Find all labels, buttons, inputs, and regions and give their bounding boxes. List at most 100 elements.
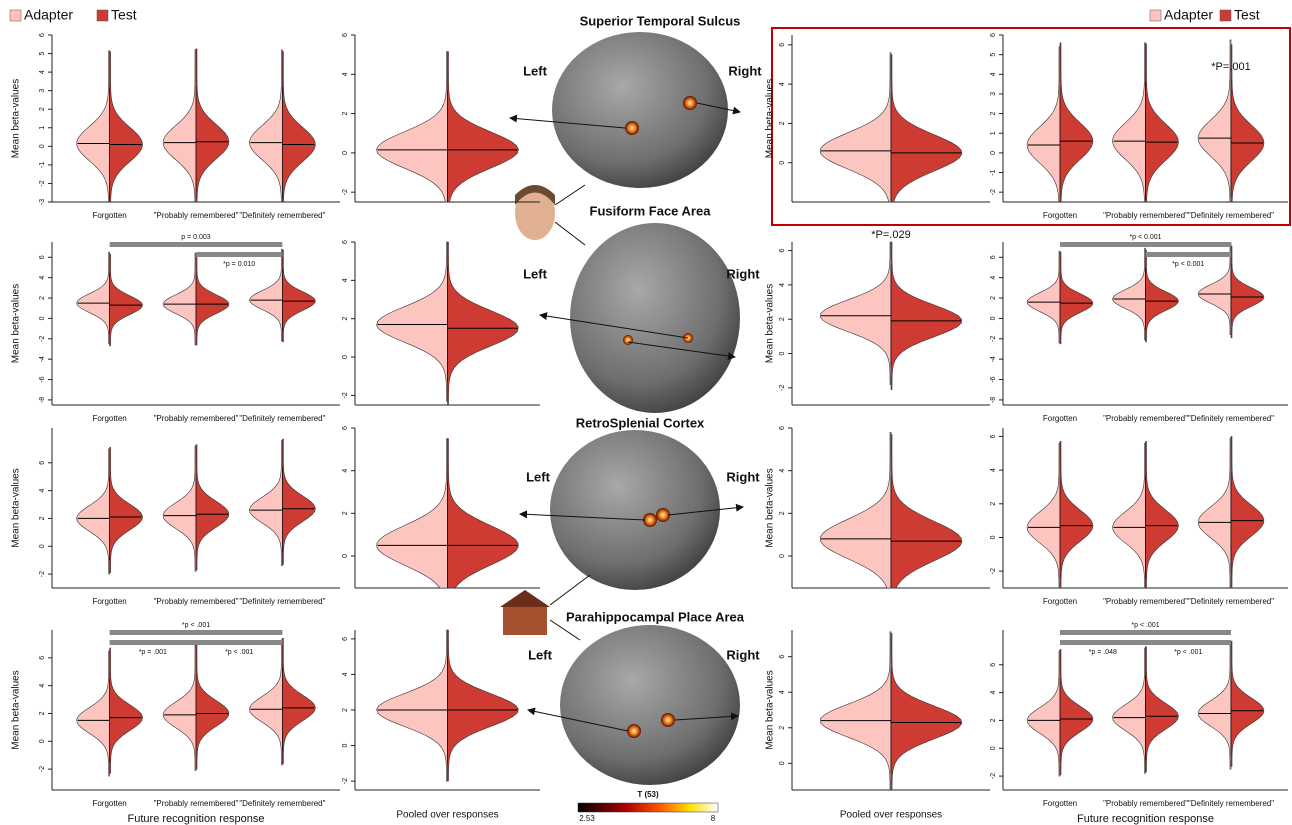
y-tick-label: -1	[990, 169, 997, 175]
legend-label: Test	[111, 7, 137, 23]
y-tick-label: -4	[39, 356, 46, 362]
x-tick-label: Forgotten	[1043, 799, 1077, 808]
y-tick-label: 0	[342, 151, 349, 155]
significance-bar	[1146, 252, 1232, 257]
colorbar-title: T (53)	[637, 790, 659, 799]
hemisphere-label: Right	[726, 469, 760, 484]
y-tick-label: 0	[39, 544, 46, 548]
violin-half	[1198, 438, 1231, 588]
y-tick-label: -2	[39, 571, 46, 577]
y-axis-label: Mean beta-values	[11, 670, 22, 750]
violin-half	[820, 242, 891, 384]
y-axis-label: Mean beta-values	[765, 79, 776, 159]
legend-label: Adapter	[24, 7, 73, 23]
violin-half	[249, 640, 282, 765]
y-tick-label: 0	[342, 744, 349, 748]
hemisphere-label: Left	[526, 469, 551, 484]
y-tick-label: 4	[342, 469, 349, 473]
y-tick-label: 2	[990, 112, 997, 116]
violin-half	[891, 242, 962, 390]
y-tick-label: -6	[39, 376, 46, 382]
y-tick-label: 6	[990, 663, 997, 667]
y-tick-label: -2	[39, 336, 46, 342]
region-title: RetroSplenial Cortex	[576, 415, 705, 430]
y-tick-label: -8	[990, 397, 997, 403]
y-tick-label: 1	[990, 131, 997, 135]
x-tick-label: Forgotten	[92, 799, 126, 808]
x-tick-label: "Probably remembered"	[154, 414, 239, 423]
significance-label: *p < 0.001	[1172, 261, 1204, 268]
violin-half	[250, 50, 283, 202]
y-tick-label: 0	[39, 144, 46, 148]
y-tick-label: -2	[342, 189, 349, 195]
brain-images	[500, 32, 743, 785]
colorbar	[578, 803, 718, 812]
x-tick-label: Forgotten	[1043, 597, 1077, 606]
y-tick-label: 4	[990, 468, 997, 472]
y-tick-label: 4	[990, 276, 997, 280]
x-tick-label: Forgotten	[92, 414, 126, 423]
violin-half	[110, 648, 143, 773]
x-tick-label: Pooled over responses	[396, 810, 498, 821]
x-tick-label: Forgotten	[1043, 211, 1077, 220]
x-tick-label: "Probably remembered"	[1103, 799, 1188, 808]
figure: T (53) 2.53 8 AdapterTestAdapterTestSupe…	[0, 0, 1292, 825]
violin-half	[891, 55, 962, 202]
significance-label: *p = .048	[1089, 649, 1117, 656]
violin-half	[1060, 441, 1093, 588]
violin-half	[196, 644, 229, 769]
y-tick-label: 4	[990, 691, 997, 695]
annotation: *P=.001	[1211, 61, 1250, 73]
hemisphere-label: Left	[523, 63, 548, 78]
violin-half	[163, 446, 196, 571]
annotation: *P=.029	[871, 229, 910, 241]
violin-half	[1113, 648, 1146, 773]
y-tick-label: 2	[990, 502, 997, 506]
y-tick-label: 0	[779, 161, 786, 165]
x-tick-label: "Probably remembered"	[154, 597, 239, 606]
y-tick-label: 0	[342, 554, 349, 558]
violin-half	[1060, 649, 1093, 774]
y-tick-label: 0	[342, 355, 349, 359]
legend-swatch	[10, 10, 21, 21]
violin-half	[1027, 47, 1060, 202]
y-tick-label: 2	[779, 317, 786, 321]
violin-half	[820, 632, 891, 790]
y-tick-label: 4	[39, 684, 46, 688]
y-tick-label: 6	[39, 33, 46, 37]
legend-label: Test	[1234, 7, 1260, 23]
x-tick-label: "Probably remembered"	[1103, 211, 1188, 220]
region-title: Superior Temporal Sulcus	[580, 13, 741, 28]
colorbar-max: 8	[711, 814, 716, 823]
violin-half	[1146, 441, 1179, 588]
y-tick-label: 4	[39, 489, 46, 493]
y-tick-label: -8	[39, 397, 46, 403]
hemisphere-label: Left	[528, 647, 553, 662]
y-tick-label: 6	[990, 434, 997, 438]
violin-half	[1231, 436, 1264, 588]
legend-swatch	[1220, 10, 1231, 21]
y-tick-label: 6	[990, 255, 997, 259]
x-tick-label: "Definitely remembered"	[239, 414, 325, 423]
y-tick-label: 2	[342, 708, 349, 712]
y-tick-label: -2	[990, 773, 997, 779]
y-tick-label: -2	[342, 778, 349, 784]
significance-bar	[1060, 630, 1231, 635]
violin-half	[1113, 43, 1146, 202]
significance-label: *p < .001	[225, 649, 253, 656]
y-tick-label: -1	[39, 162, 46, 168]
violin-half	[196, 49, 229, 202]
legend-swatch	[97, 10, 108, 21]
significance-bar	[196, 252, 282, 257]
violin-half	[377, 52, 448, 202]
x-tick-label: "Definitely remembered"	[239, 211, 325, 220]
x-axis-label: Future recognition response	[1077, 813, 1214, 825]
colorbar-min: 2.53	[579, 814, 595, 823]
significance-bar	[196, 640, 282, 645]
x-tick-label: "Definitely remembered"	[1188, 799, 1274, 808]
y-tick-label: 2	[39, 107, 46, 111]
y-tick-label: 1	[39, 126, 46, 130]
y-tick-label: 6	[779, 655, 786, 659]
x-tick-label: "Definitely remembered"	[239, 597, 325, 606]
violin-half	[1146, 647, 1179, 772]
